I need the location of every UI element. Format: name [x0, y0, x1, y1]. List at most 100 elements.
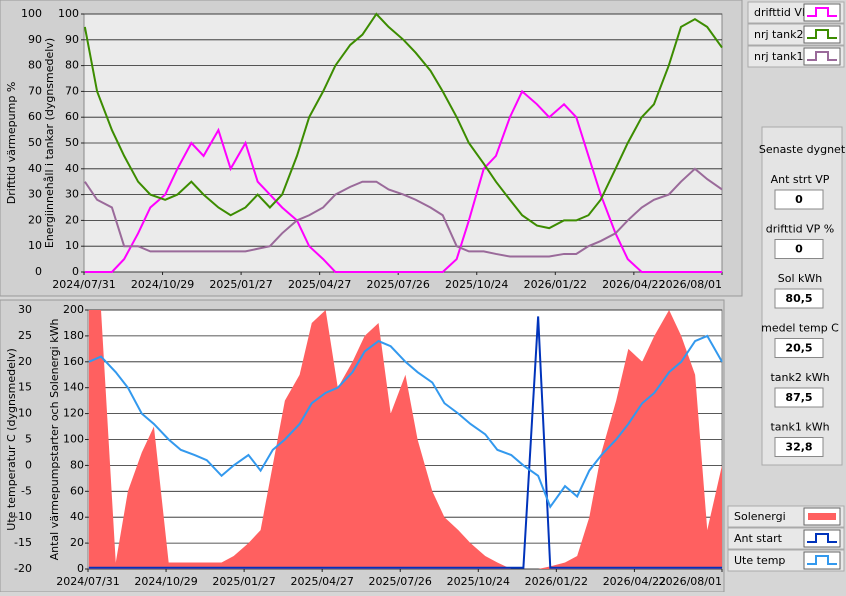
legend-label: Ant start: [734, 532, 783, 545]
y-tick-label: 60: [28, 110, 42, 123]
y-tick-label: 50: [28, 136, 42, 149]
y2-tick-label: 180: [63, 329, 84, 342]
y2-tick-label: 0: [77, 562, 84, 575]
y-tick-label: 20: [18, 355, 32, 368]
y-tick-label: 90: [28, 33, 42, 46]
legend-swatch-box: [803, 551, 841, 570]
legend-swatch-box: [803, 25, 841, 44]
x-tick-label: 2025/01/27: [209, 278, 272, 291]
x-tick-label: 2025/01/27: [212, 575, 275, 588]
y-tick-label: 25: [18, 329, 32, 342]
y-tick-label: 70: [28, 84, 42, 97]
y-tick-label: -10: [14, 510, 32, 523]
y2-tick-label: 70: [65, 84, 79, 97]
y2-tick-label: 20: [65, 213, 79, 226]
y2-tick-label: 20: [70, 536, 84, 549]
line: [83, 12, 723, 230]
y2-axis-title: Energiinnehåll i tankar (dygnsmedelv): [43, 38, 56, 248]
field-box: [774, 288, 824, 309]
y2-tick-label: 90: [65, 33, 79, 46]
legend-swatch: [807, 29, 837, 39]
y2-tick-label: 200: [63, 303, 84, 316]
y-tick-label: -5: [21, 484, 32, 497]
y2-tick-label: 60: [70, 484, 84, 497]
y-tick-label: 0: [35, 265, 42, 278]
y2-tick-label: 80: [70, 458, 84, 471]
panel-title-text: Senaste dygnet: [759, 143, 846, 156]
y2-tick-label: 100: [63, 433, 84, 446]
field-value: 80,5: [785, 292, 812, 305]
field-label: Sol kWh: [778, 272, 823, 285]
y-tick-label: 20: [28, 213, 42, 226]
y2-tick-label: 10: [65, 239, 79, 252]
field-box: [774, 338, 824, 358]
field-value: 32,8: [785, 441, 812, 454]
y-tick-label: 10: [18, 407, 32, 420]
legend-label: drifttid VP: [754, 6, 809, 19]
y-tick-label: 0: [25, 458, 32, 471]
x-tick-label: 2026/08/01: [659, 575, 722, 588]
y2-tick-label: 30: [65, 188, 79, 201]
line: [88, 316, 722, 569]
field-box: [774, 387, 824, 408]
x-tick-label: 2025/07/26: [369, 575, 432, 588]
field-value: 20,5: [785, 342, 812, 355]
legend-swatch-box: [803, 529, 841, 548]
field-label: tank1 kWh: [770, 421, 829, 434]
legend-swatch: [807, 533, 837, 543]
legend-swatch: [807, 7, 837, 17]
x-tick-label: 2025/10/24: [445, 278, 508, 291]
y-axis-title: Drifttid värmepump %: [5, 82, 18, 205]
y-tick-label: 100: [21, 7, 42, 20]
legend-swatch-box: [803, 47, 841, 66]
x-tick-label: 2024/10/29: [134, 575, 197, 588]
y-tick-label: 10: [28, 239, 42, 252]
y-tick-label: -20: [14, 562, 32, 575]
field-label: drifttid VP %: [766, 223, 835, 236]
line: [84, 167, 723, 258]
x-tick-label: 2026/04/22: [602, 278, 665, 291]
y2-axis-title: Antal värmepumpstarter och Solenergi kWh: [48, 319, 61, 561]
x-tick-label: 2026/01/22: [525, 575, 588, 588]
field-box: [774, 189, 824, 210]
legend-label: nrj tank1: [754, 50, 803, 63]
y2-tick-label: 120: [63, 407, 84, 420]
legend-swatch: [807, 51, 837, 61]
y-tick-label: -15: [14, 536, 32, 549]
field-value: 0: [795, 243, 803, 256]
field-label: tank2 kWh: [770, 371, 829, 384]
y2-tick-label: 160: [63, 355, 84, 368]
field-value: 0: [795, 193, 803, 206]
y-tick-label: 40: [28, 162, 42, 175]
y-tick-label: 5: [25, 433, 32, 446]
x-tick-label: 2026/08/01: [659, 278, 722, 291]
y2-tick-label: 80: [65, 59, 79, 72]
x-tick-label: 2025/07/26: [366, 278, 429, 291]
legend-label: Ute temp: [734, 554, 785, 567]
field-value: 87,5: [785, 391, 812, 404]
y-axis-title: Ute temperatur C (dygnsmedelv): [5, 348, 18, 530]
legend-label: Solenergi: [734, 510, 786, 523]
field-label: Ant strt VP: [771, 173, 830, 186]
legend-swatch-box: [803, 3, 841, 22]
y2-tick-label: 100: [58, 7, 79, 20]
x-tick-label: 2024/07/31: [56, 575, 119, 588]
y2-tick-label: 40: [65, 162, 79, 175]
legend-swatch: [808, 513, 836, 520]
x-tick-label: 2025/04/27: [288, 278, 351, 291]
y2-tick-label: 50: [65, 136, 79, 149]
y-tick-label: 30: [28, 188, 42, 201]
field-box: [774, 437, 824, 457]
line: [88, 334, 723, 509]
x-tick-label: 2026/04/22: [603, 575, 666, 588]
x-tick-label: 2025/04/27: [290, 575, 353, 588]
y2-tick-label: 60: [65, 110, 79, 123]
y2-tick-label: 40: [70, 510, 84, 523]
y-tick-label: 15: [18, 381, 32, 394]
x-tick-label: 2025/10/24: [447, 575, 510, 588]
y2-tick-label: 140: [63, 381, 84, 394]
x-tick-label: 2024/10/29: [131, 278, 194, 291]
y2-tick-label: 0: [72, 265, 79, 278]
x-tick-label: 2024/07/31: [52, 278, 115, 291]
